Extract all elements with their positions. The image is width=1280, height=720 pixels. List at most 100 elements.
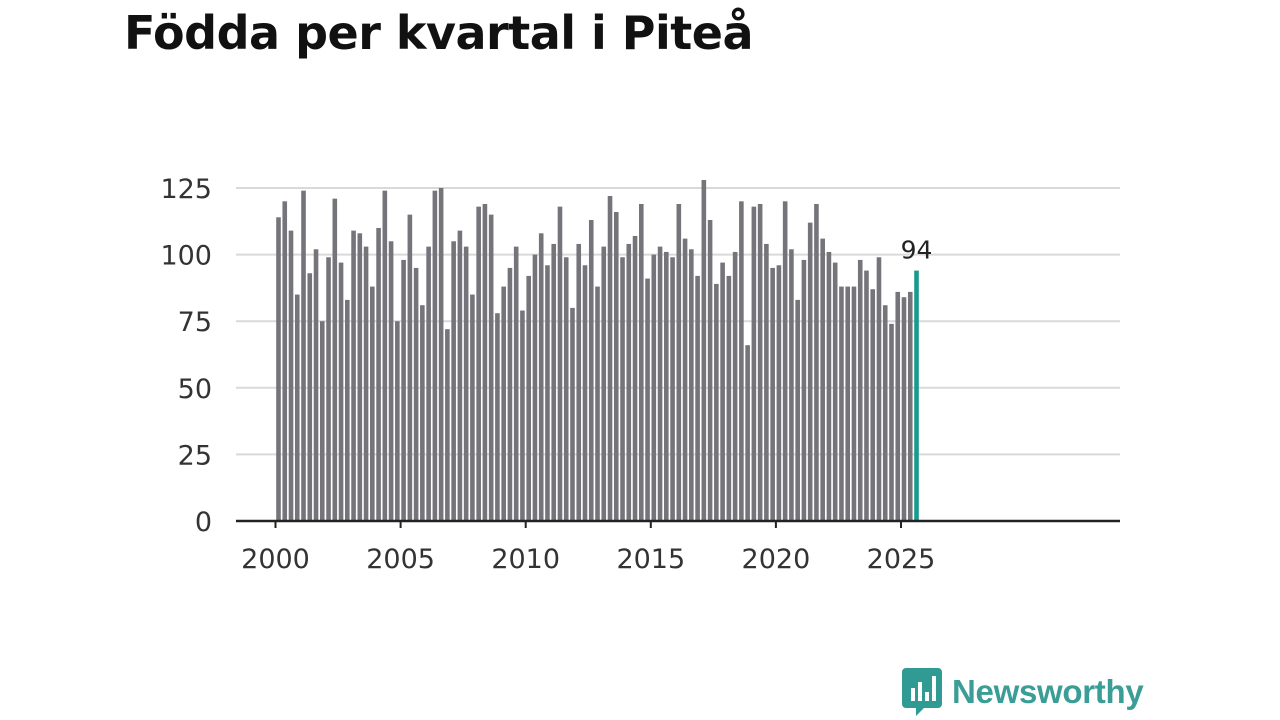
bar xyxy=(732,251,738,521)
bar xyxy=(776,265,782,521)
bar xyxy=(613,211,619,522)
bar xyxy=(901,297,907,521)
bar xyxy=(407,214,413,521)
bar xyxy=(401,259,406,521)
labels: 0 25 50 75 100 125 2000 2005 2010 2015 2020 2025 94 xyxy=(160,174,935,575)
bar xyxy=(764,243,769,521)
bar xyxy=(538,233,544,522)
bar xyxy=(620,257,625,521)
bar xyxy=(864,270,869,521)
bar xyxy=(301,190,306,521)
bar xyxy=(895,291,901,521)
bar xyxy=(526,275,531,521)
bar xyxy=(326,257,331,521)
bar xyxy=(832,262,838,521)
bar xyxy=(638,203,644,522)
bar xyxy=(845,286,851,521)
bar xyxy=(488,214,494,521)
bar xyxy=(470,294,475,521)
bar xyxy=(701,180,707,521)
bar xyxy=(551,243,557,521)
y-tick-label: 125 xyxy=(160,174,212,205)
bar xyxy=(645,278,650,521)
bar xyxy=(651,254,657,521)
bar xyxy=(376,227,381,521)
bar xyxy=(770,267,775,521)
bar xyxy=(495,313,500,521)
y-tick-label: 100 xyxy=(160,241,212,272)
bar xyxy=(745,345,750,521)
bar xyxy=(445,329,450,521)
y-tick-label: 25 xyxy=(178,440,212,471)
bar xyxy=(338,262,344,521)
bar xyxy=(520,310,525,521)
bar xyxy=(545,265,550,521)
y-tick-label: 50 xyxy=(178,374,212,405)
bar xyxy=(513,246,519,522)
bar xyxy=(482,203,488,522)
bar xyxy=(676,203,682,522)
bar xyxy=(319,321,325,521)
bar xyxy=(601,246,607,522)
bar xyxy=(626,243,632,521)
bar xyxy=(632,235,638,521)
bar xyxy=(420,305,425,521)
y-tick-label: 75 xyxy=(178,307,212,338)
bar xyxy=(607,195,613,522)
bar xyxy=(345,299,350,521)
bar xyxy=(370,286,375,521)
x-tick-label: 2025 xyxy=(867,544,936,575)
bar xyxy=(476,206,481,521)
chart-title: Födda per kvartal i Piteå xyxy=(124,6,754,60)
bar xyxy=(695,275,700,521)
bar xyxy=(294,294,300,521)
bar xyxy=(438,188,444,521)
bar xyxy=(382,190,388,521)
bar xyxy=(282,201,288,521)
bar xyxy=(726,275,732,521)
bar xyxy=(795,299,800,521)
bar xyxy=(664,251,669,521)
bar xyxy=(576,243,582,521)
bar xyxy=(889,323,894,521)
bar xyxy=(351,230,356,521)
bar xyxy=(882,305,888,521)
bar xyxy=(588,219,594,521)
x-tick-label: 2010 xyxy=(491,544,560,575)
x-tick-label: 2005 xyxy=(366,544,435,575)
bar xyxy=(839,286,844,521)
bar xyxy=(413,267,419,521)
bar xyxy=(426,246,431,522)
bar xyxy=(307,273,313,521)
x-tick-label: 2020 xyxy=(742,544,811,575)
bar xyxy=(757,203,763,522)
y-tick-label: 0 xyxy=(195,507,212,538)
x-tick-label: 2015 xyxy=(616,544,685,575)
bar xyxy=(751,206,757,521)
axes xyxy=(236,519,1120,528)
bar xyxy=(582,265,588,521)
bar xyxy=(682,238,688,521)
bar xyxy=(707,219,713,521)
bar xyxy=(820,238,825,521)
bar xyxy=(851,286,857,521)
bar xyxy=(501,286,506,521)
bar xyxy=(814,203,819,522)
bar xyxy=(432,190,438,521)
bar xyxy=(801,259,807,521)
brand-name: Newsworthy xyxy=(952,673,1144,710)
bar xyxy=(807,222,813,521)
latest-value-label: 94 xyxy=(901,236,933,265)
bar xyxy=(826,251,832,521)
bar xyxy=(789,249,794,521)
bar xyxy=(463,246,469,522)
bar xyxy=(857,259,863,521)
bar xyxy=(357,233,363,522)
bar xyxy=(363,246,369,522)
newsworthy-logo-icon xyxy=(902,668,942,716)
bar xyxy=(739,201,744,521)
bar-latest xyxy=(914,270,919,521)
bar xyxy=(507,267,513,521)
bar xyxy=(670,257,675,521)
